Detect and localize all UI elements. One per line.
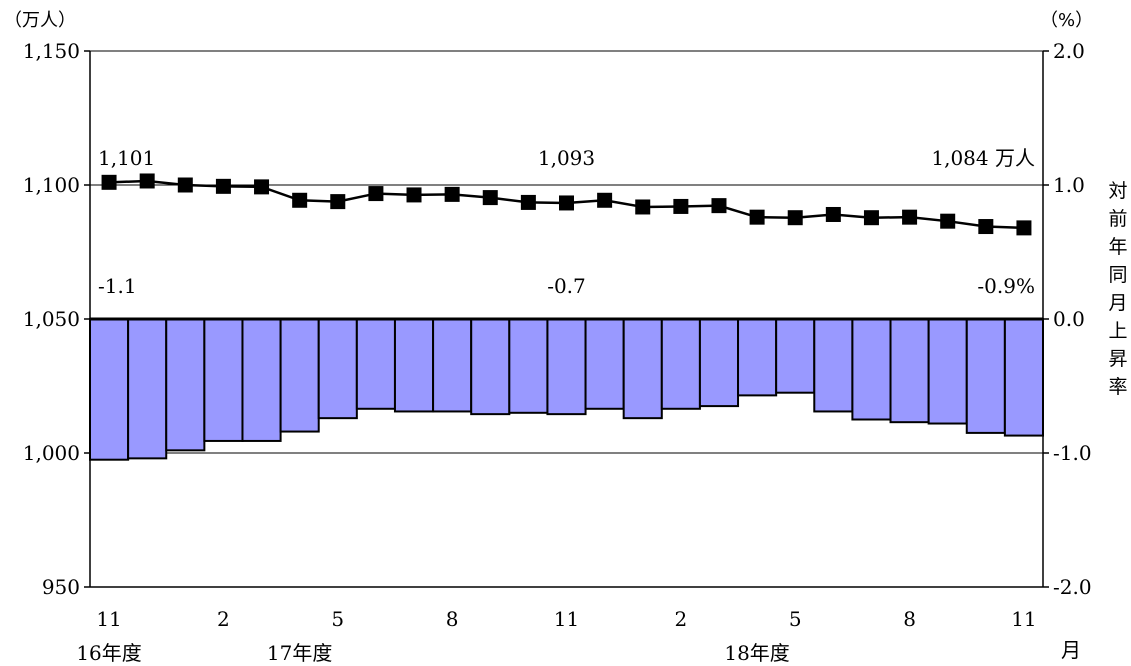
x-tick-label: 5	[789, 607, 802, 631]
line-marker	[254, 179, 270, 195]
line-marker	[215, 178, 231, 194]
month-unit-label: 月	[1061, 638, 1081, 662]
bar	[393, 318, 435, 413]
bar	[851, 318, 892, 421]
bar	[813, 318, 854, 413]
right-tick-label: 0.0	[1053, 307, 1085, 331]
left-tick-label: 950	[42, 575, 80, 599]
right-axis-title-char: 昇	[1108, 348, 1127, 370]
line-marker	[330, 194, 346, 210]
data-annotation: -0.7	[547, 274, 586, 298]
right-axis-title-char: 対	[1108, 180, 1127, 202]
left-tick-label: 1,000	[23, 441, 80, 465]
right-axis-unit: （%）	[1040, 10, 1093, 31]
bar	[241, 318, 282, 442]
line-marker	[520, 194, 536, 210]
bar	[927, 318, 968, 425]
x-tick-label: 11	[96, 607, 121, 631]
bar-series	[89, 318, 1045, 461]
right-tick-label: -1.0	[1053, 441, 1092, 465]
line-series	[101, 173, 1032, 236]
bar	[584, 318, 625, 410]
left-tick-label: 1,100	[23, 173, 80, 197]
line-marker	[902, 209, 918, 225]
bar	[203, 318, 244, 442]
line-marker	[406, 187, 422, 203]
bar	[1003, 318, 1045, 437]
bar	[355, 318, 396, 410]
bar	[775, 318, 816, 394]
line-marker	[292, 192, 308, 208]
line-marker	[787, 210, 803, 226]
right-axis-title-char: 率	[1108, 376, 1127, 398]
bar	[165, 318, 206, 452]
line-marker	[368, 186, 384, 202]
bar	[546, 318, 587, 416]
tick-labels: 950 1,000 1,050 1,100 1,150 -2.0 -1.0 0.0 1.0 2.0…	[23, 39, 1128, 665]
bar	[127, 318, 168, 460]
x-tick-label: 8	[903, 607, 916, 631]
x-tick-label: 2	[217, 607, 230, 631]
right-tick-label: 1.0	[1053, 173, 1085, 197]
x-tick-label: 2	[674, 607, 687, 631]
line-marker	[940, 213, 956, 229]
line-marker	[673, 198, 689, 214]
line-marker	[978, 219, 994, 235]
line-marker	[559, 195, 574, 211]
bar	[622, 318, 663, 420]
line-marker	[101, 174, 117, 190]
axes	[84, 50, 1049, 588]
line-marker	[1016, 220, 1032, 236]
line-marker	[482, 190, 498, 206]
fiscal-year-label: 18年度	[724, 641, 789, 665]
data-annotation: 1,084 万人	[931, 146, 1035, 170]
bar	[889, 318, 930, 424]
bar	[508, 318, 549, 414]
x-tick-label: 8	[446, 607, 459, 631]
line-marker	[444, 186, 460, 202]
right-axis-title-char: 前	[1108, 208, 1127, 230]
bar	[89, 318, 130, 461]
line-marker	[711, 198, 727, 214]
right-axis-title-char: 年	[1108, 236, 1127, 258]
right-axis-title-char: 同	[1108, 264, 1127, 286]
data-annotation: -0.9%	[977, 274, 1035, 298]
right-axis-title-char: 上	[1108, 320, 1127, 342]
data-annotation: 1,093	[538, 146, 595, 170]
right-tick-label: 2.0	[1053, 39, 1085, 63]
bar	[965, 318, 1006, 434]
data-annotation: 1,101	[98, 146, 155, 170]
x-tick-label: 11	[554, 607, 579, 631]
line-marker	[597, 192, 613, 208]
line-marker	[749, 209, 765, 225]
annotations: 1,101 1,093 1,084 万人 -1.1 -0.7 -0.9%	[98, 146, 1035, 298]
line-marker	[863, 210, 879, 226]
right-tick-label: -2.0	[1053, 575, 1092, 599]
bar	[698, 318, 740, 408]
left-tick-label: 1,150	[23, 39, 80, 63]
left-tick-label: 1,050	[23, 307, 80, 331]
fiscal-year-label: 16年度	[76, 641, 141, 665]
right-axis-title-char: 月	[1108, 292, 1127, 314]
fiscal-year-label: 17年度	[267, 641, 332, 665]
line-marker	[139, 173, 155, 189]
line-marker	[635, 199, 651, 215]
bar	[432, 318, 473, 413]
x-tick-label: 5	[331, 607, 344, 631]
left-axis-unit: （万人）	[4, 10, 76, 31]
bar	[737, 318, 778, 397]
line-marker	[177, 177, 193, 193]
bar	[660, 318, 701, 410]
bar	[279, 318, 320, 433]
x-tick-label: 11	[1011, 607, 1036, 631]
data-annotation: -1.1	[98, 274, 137, 298]
line-marker	[825, 206, 841, 222]
bar	[317, 318, 358, 420]
bar	[470, 318, 511, 416]
